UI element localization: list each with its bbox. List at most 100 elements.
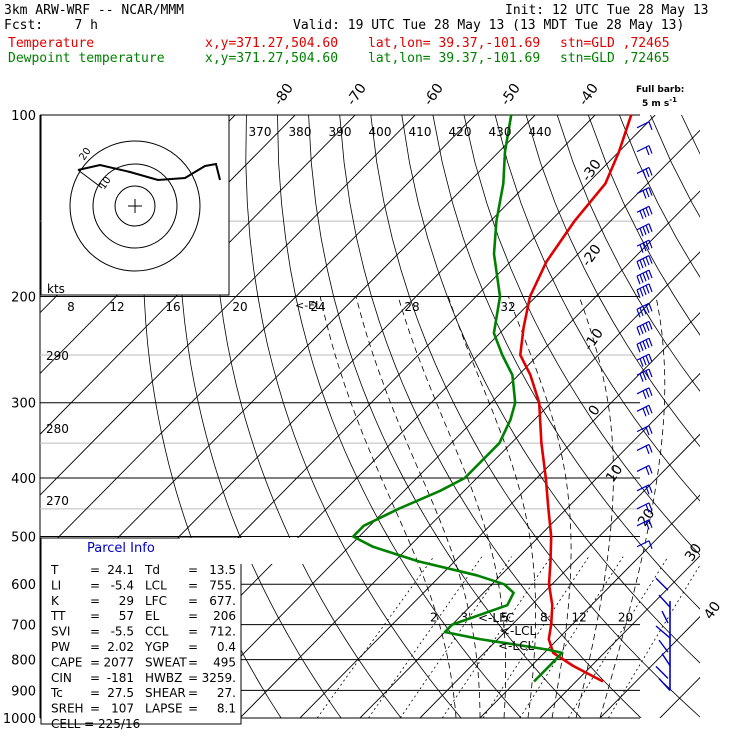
isotherm	[239, 251, 700, 718]
wind-barb-flag	[639, 373, 644, 382]
parcel-eq: =	[188, 671, 198, 685]
barb-key-unit: 5 m s	[642, 99, 670, 109]
wind-barb-low	[655, 625, 671, 639]
pressure-label-100: 100	[11, 109, 36, 124]
barb-key-exponent: -1	[669, 96, 678, 104]
dewpoint-xy: x,y=371.27,504.60	[205, 51, 339, 66]
parcel-value: 29	[119, 594, 134, 608]
wind-barb-flag	[639, 342, 644, 351]
wind-barb-staff	[636, 443, 650, 451]
wind-barb-flag	[645, 225, 650, 234]
wind-barb-flag	[648, 425, 653, 434]
mixing-ratio-label-2: 2	[430, 611, 438, 625]
moist-adiabat	[355, 296, 481, 718]
parcel-eq: =	[90, 609, 100, 623]
theta-label-390: 390	[329, 125, 352, 139]
wind-barbs	[636, 121, 671, 691]
lfc-marker: <-LFC	[478, 611, 514, 625]
parcel-value: 3259.	[202, 671, 236, 685]
parcel-value: 677.	[209, 594, 236, 608]
theta-label-370: 370	[249, 125, 272, 139]
wind-barb-flag	[648, 145, 653, 154]
wind-barb-flag	[645, 445, 650, 455]
theta-label-380: 380	[289, 125, 312, 139]
wind-barb-flag	[642, 272, 647, 282]
wind-barb-flag	[645, 486, 650, 495]
wind-barb-staff	[636, 519, 650, 527]
wind-barb-flag	[645, 521, 650, 530]
pressure-label-600: 600	[11, 578, 36, 593]
temp-label-40: 40	[701, 599, 724, 623]
speed-tick-8: 8	[67, 300, 75, 314]
wind-barb-low	[661, 653, 671, 666]
parcel-value: 107	[111, 702, 134, 716]
parcel-eq: =	[90, 640, 100, 654]
dewpoint-profile	[351, 114, 564, 683]
lcl-marker: <-LCL	[500, 624, 536, 638]
speed-unit-label: kts	[47, 282, 65, 296]
wind-barb-staff	[636, 121, 650, 129]
wind-barb-flag	[639, 325, 644, 335]
moist-adiabats	[319, 296, 666, 718]
wind-barb-flag	[648, 387, 653, 397]
parcel-eq: =	[188, 609, 198, 623]
wind-barb-flag	[639, 358, 644, 367]
temp-label-10: 10	[603, 462, 626, 486]
wind-barb-flag	[639, 210, 644, 220]
parcel-eq: =	[90, 625, 100, 639]
parcel-value: -5.5	[111, 625, 134, 639]
parcel-value: 13.5	[209, 563, 236, 577]
parcel-key: CCL	[145, 625, 169, 639]
wind-barb-flag	[648, 405, 653, 414]
moist-adiabat	[599, 296, 666, 718]
wind-barb-flag	[645, 389, 650, 398]
parcel-key: LAPSE	[145, 702, 183, 716]
temperature-xy: x,y=371.27,504.60	[205, 36, 339, 51]
isotherm	[659, 676, 700, 718]
mixing-ratio-lines: 2 3 5 8 12 20	[316, 556, 700, 718]
wind-barb-flag	[645, 355, 650, 364]
temp-label--70: -70	[344, 81, 370, 109]
wind-barb-flag	[645, 406, 650, 416]
hodograph-ring	[92, 163, 178, 249]
wind-barb-flag	[636, 261, 641, 270]
parcel-value: 712.	[209, 625, 236, 639]
speed-tick-32: 32	[500, 300, 515, 314]
moist-adiabat	[575, 296, 614, 718]
parcel-key: SWEAT	[145, 655, 187, 669]
dry-adiabat	[556, 115, 700, 392]
parcel-value: 57	[119, 609, 134, 623]
barb-key-line1: Full barb:	[636, 85, 685, 95]
lcl-marker-2: <-LCL	[498, 639, 534, 653]
wind-barb-flag	[636, 275, 641, 285]
model-title: 3km ARW-WRF -- NCAR/MMM	[4, 3, 185, 18]
wind-barb-flag	[648, 368, 653, 378]
dewpoint-station: stn=GLD ,72465	[560, 51, 670, 66]
parcel-key: HWBZ	[145, 671, 182, 685]
moist-adiabat	[447, 296, 536, 718]
isotherm	[40, 115, 416, 496]
dry-adiabat	[401, 115, 700, 664]
temp-label-0: 0	[586, 402, 604, 418]
wind-barb-flag	[648, 502, 653, 512]
hodograph-ring	[69, 140, 201, 272]
parcel-eq: =	[188, 640, 198, 654]
parcel-key: K	[51, 594, 60, 608]
isotherm	[40, 115, 356, 435]
temperature-station: stn=GLD ,72465	[560, 36, 670, 51]
mixing-ratio-line	[608, 564, 700, 718]
wind-barb-low	[658, 594, 671, 608]
isotherm	[539, 555, 700, 718]
speed-tick-24: 24	[310, 300, 325, 314]
wind-barb-low	[658, 639, 669, 653]
mixing-ratio-line	[368, 556, 483, 718]
wind-barb-staff	[636, 540, 650, 548]
wind-barb-flag	[648, 255, 653, 264]
parcel-eq: =	[188, 702, 198, 716]
wind-barb-flag	[639, 259, 644, 269]
parcel-key: YGP	[144, 640, 169, 654]
wind-barb-low	[655, 665, 669, 679]
dry-adiabat	[277, 115, 522, 718]
